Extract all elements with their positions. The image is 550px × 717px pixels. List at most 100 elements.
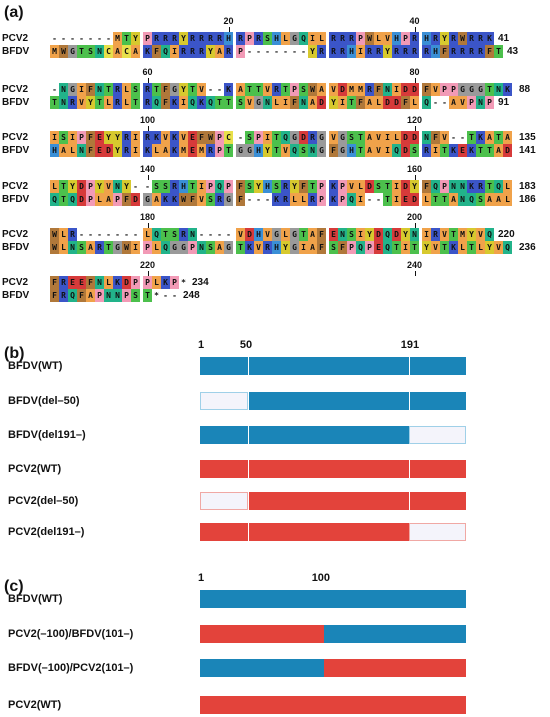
residue: F: [188, 193, 197, 206]
ruler-mark: 20: [223, 16, 234, 26]
residue: W: [50, 228, 59, 241]
residue: I: [383, 144, 392, 157]
residue: N: [95, 276, 104, 289]
bar-segment: [200, 625, 324, 643]
residue: A: [494, 144, 503, 157]
residue: -: [106, 230, 111, 239]
residue: R: [329, 32, 338, 45]
residue: Q: [299, 32, 308, 45]
residue: -: [247, 195, 252, 204]
residue: P: [113, 193, 122, 206]
sequence-end-number: 248: [183, 290, 200, 301]
bar-segment: [408, 392, 466, 410]
residue: V: [374, 144, 383, 157]
residue: I: [263, 131, 272, 144]
residue: R: [152, 32, 161, 45]
bar-segment: [408, 357, 466, 375]
residue: D: [131, 193, 140, 206]
residue: -: [442, 98, 447, 107]
residue: R: [95, 241, 104, 254]
residue: H: [179, 180, 188, 193]
residue: N: [263, 96, 272, 109]
residue: Y: [281, 241, 290, 254]
residue: R: [197, 45, 206, 58]
residue: W: [179, 193, 188, 206]
residue: -: [97, 34, 102, 43]
residue: F: [86, 131, 95, 144]
residue: K: [476, 131, 485, 144]
bar-segment: [200, 492, 248, 510]
construct-label: PCV2(WT): [8, 699, 62, 711]
residue: C: [104, 45, 113, 58]
residue: E: [77, 276, 86, 289]
position-tick-label: 191: [400, 339, 420, 351]
residue: F: [317, 241, 326, 254]
residue: -: [145, 182, 150, 191]
residue: L: [152, 241, 161, 254]
residue: M: [50, 45, 59, 58]
residue: G: [458, 83, 467, 96]
residue: -: [226, 230, 231, 239]
ruler-tick: [414, 126, 416, 131]
sequence-end-number: 186: [519, 194, 536, 205]
residue: Y: [383, 45, 392, 58]
residue: V: [476, 228, 485, 241]
residue: Q: [383, 241, 392, 254]
residue: A: [131, 45, 140, 58]
residue: R: [143, 83, 152, 96]
residue: I: [281, 96, 290, 109]
residue: T: [224, 144, 233, 157]
residue: -: [217, 230, 222, 239]
residue: Q: [152, 96, 161, 109]
residue: -: [451, 133, 456, 142]
construct-bar: [200, 523, 466, 541]
residue: I: [356, 45, 365, 58]
residue: -: [124, 230, 129, 239]
residue: G: [170, 83, 179, 96]
residue: F: [236, 180, 245, 193]
residue: G: [290, 32, 299, 45]
residue: F: [422, 83, 431, 96]
residue: G: [68, 83, 77, 96]
residue: L: [50, 180, 59, 193]
residue: G: [290, 131, 299, 144]
residue: D: [374, 228, 383, 241]
residue: D: [503, 144, 512, 157]
residue: A: [317, 83, 326, 96]
residue: T: [449, 228, 458, 241]
residue: S: [236, 96, 245, 109]
residue: W: [50, 241, 59, 254]
residue: I: [356, 228, 365, 241]
residue: T: [485, 144, 494, 157]
alignment-row: PCV2- - - - - - - M T Y P R R R Y R R R R H R P R S H L G Q I L R R R P W L…: [0, 32, 550, 45]
residue: -: [376, 195, 381, 204]
residue: R: [143, 131, 152, 144]
residue: G: [224, 241, 233, 254]
residue: I: [68, 131, 77, 144]
construct-bar: [200, 492, 466, 510]
panel-a-label: (a): [4, 4, 24, 21]
sequence-end-number: 141: [519, 145, 536, 156]
residue: T: [476, 144, 485, 157]
residue: D: [401, 180, 410, 193]
residue: R: [410, 45, 419, 58]
residue: -: [274, 47, 279, 56]
residue: R: [161, 32, 170, 45]
residue: R: [422, 144, 431, 157]
residue: T: [383, 180, 392, 193]
residue: F: [161, 96, 170, 109]
ruler-mark: 200: [406, 212, 423, 222]
residue: R: [143, 96, 152, 109]
residue: K: [170, 96, 179, 109]
residue: Y: [206, 45, 215, 58]
residue: S: [59, 131, 68, 144]
residue: R: [206, 144, 215, 157]
residue: Y: [86, 96, 95, 109]
residue: L: [410, 96, 419, 109]
sequence-name: BFDV: [2, 97, 30, 108]
residue: Q: [290, 144, 299, 157]
residue: G: [467, 83, 476, 96]
residue: R: [224, 45, 233, 58]
construct-label: PCV2(del191–): [8, 526, 85, 538]
residue: N: [95, 45, 104, 58]
